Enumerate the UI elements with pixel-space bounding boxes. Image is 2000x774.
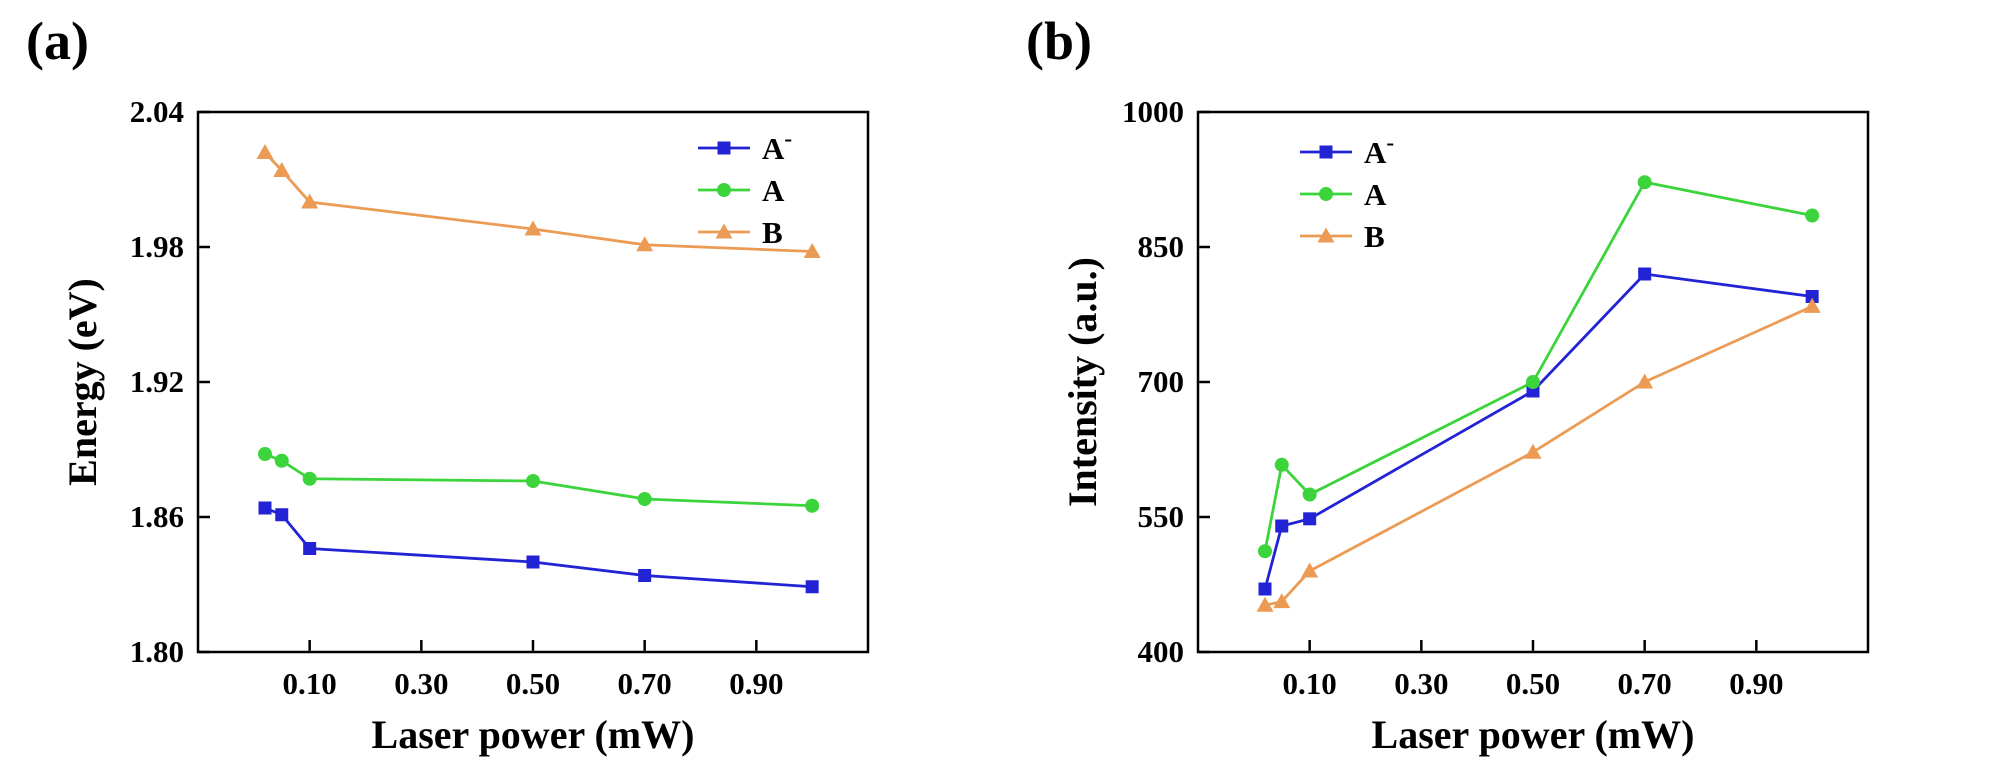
- square-marker-icon: [258, 501, 272, 515]
- panel-b-chart: 400 550 700 850 1000 0.10 0.30 0.50 0.70 0.90 Lase…: [1060, 94, 1870, 757]
- y-tick-label: 1.92: [130, 364, 184, 399]
- legend-label: A-: [762, 126, 792, 166]
- panel-b-label: (b): [1026, 11, 1092, 71]
- x-axis-title: Laser power (mW): [1372, 712, 1695, 757]
- x-tick-label: 0.70: [618, 666, 672, 701]
- triangle-marker-icon: [301, 193, 319, 209]
- circle-marker-icon: [805, 498, 820, 513]
- square-marker-icon: [303, 542, 317, 555]
- square-marker-icon: [1258, 582, 1272, 596]
- square-marker-icon: [638, 569, 652, 582]
- x-tick-label: 0.70: [1618, 666, 1672, 701]
- triangle-marker-icon: [1273, 593, 1291, 609]
- triangle-marker-icon: [1301, 562, 1319, 578]
- panel-a-chart: 1.80 1.86 1.92 1.98 2.04 0.10 0.30 0.50 0.70 0.90…: [60, 94, 870, 757]
- triangle-marker-icon: [1317, 227, 1335, 243]
- y-tick-label: 850: [1138, 229, 1185, 264]
- legend-label: A: [762, 173, 785, 208]
- y-tick-label: 550: [1138, 499, 1185, 534]
- panel-b: (b) 400 550 700 850 1000 0.10 0.30 0.50 0.70 0.90…: [1000, 0, 2000, 774]
- circle-marker-icon: [1805, 208, 1820, 223]
- plot-frame: [196, 110, 870, 654]
- triangle-marker-icon: [803, 243, 821, 258]
- x-tick-label: 0.50: [1506, 666, 1560, 701]
- panel-a-label: (a): [26, 11, 89, 71]
- triangle-marker-icon: [715, 223, 733, 239]
- circle-marker-icon: [1274, 457, 1289, 472]
- square-marker-icon: [1805, 290, 1819, 303]
- triangle-marker-icon: [273, 162, 291, 177]
- circle-marker-icon: [1302, 487, 1317, 502]
- square-marker-icon: [805, 580, 819, 594]
- legend-label: B: [1364, 219, 1385, 254]
- triangle-marker-icon: [256, 144, 274, 159]
- x-tick-label: 0.10: [1283, 666, 1337, 701]
- y-tick-label: 700: [1138, 364, 1185, 399]
- square-marker-icon: [1319, 145, 1333, 159]
- circle-marker-icon: [302, 471, 317, 486]
- circle-marker-icon: [1319, 187, 1333, 201]
- y-tick-label: 2.04: [130, 94, 184, 129]
- square-marker-icon: [1638, 267, 1652, 281]
- y-tick-label: 1000: [1122, 94, 1184, 129]
- square-marker-icon: [717, 141, 731, 155]
- circle-marker-icon: [526, 474, 540, 488]
- legend-label: A-: [1364, 130, 1394, 170]
- plot-frame: [1196, 110, 1870, 654]
- circle-marker-icon: [717, 183, 731, 197]
- triangle-marker-icon: [636, 236, 654, 252]
- series-line-A⁻: [264, 506, 813, 589]
- square-marker-icon: [1275, 519, 1289, 533]
- circle-marker-icon: [274, 453, 289, 468]
- triangle-marker-icon: [1803, 297, 1821, 313]
- y-tick-label: 400: [1138, 634, 1185, 669]
- x-axis-title: Laser power (mW): [372, 712, 695, 757]
- y-axis-title: Intensity (a.u.): [1060, 257, 1105, 507]
- circle-marker-icon: [1637, 175, 1652, 190]
- x-tick-label: 0.30: [394, 666, 448, 701]
- panel-a: (a) 1.80 1.86 1.92 1.98 2.04 0.10 0.30 0.50 0.70…: [26, 11, 870, 757]
- series-line-A⁻: [1263, 272, 1813, 590]
- y-tick-label: 1.80: [130, 634, 184, 669]
- circle-marker-icon: [1526, 375, 1540, 389]
- triangle-marker-icon: [524, 220, 542, 236]
- y-tick-label: 1.86: [130, 499, 184, 534]
- x-tick-label: 0.10: [283, 666, 337, 701]
- circle-marker-icon: [1258, 544, 1272, 559]
- y-tick-label: 1.98: [130, 229, 184, 264]
- circle-marker-icon: [637, 492, 652, 506]
- triangle-marker-icon: [1256, 596, 1274, 612]
- square-marker-icon: [275, 508, 289, 522]
- x-tick-label: 0.90: [1729, 666, 1783, 701]
- x-tick-label: 0.30: [1394, 666, 1448, 701]
- square-marker-icon: [1303, 512, 1317, 526]
- y-axis-title: Energy (eV): [60, 278, 105, 486]
- triangle-marker-icon: [1636, 373, 1654, 389]
- square-marker-icon: [526, 555, 540, 569]
- x-tick-label: 0.90: [729, 666, 783, 701]
- series-line-A: [1263, 180, 1813, 552]
- x-tick-label: 0.50: [506, 666, 560, 701]
- circle-marker-icon: [258, 447, 272, 461]
- triangle-marker-icon: [1524, 443, 1542, 459]
- legend-label: B: [762, 215, 783, 250]
- legend-label: A: [1364, 177, 1387, 212]
